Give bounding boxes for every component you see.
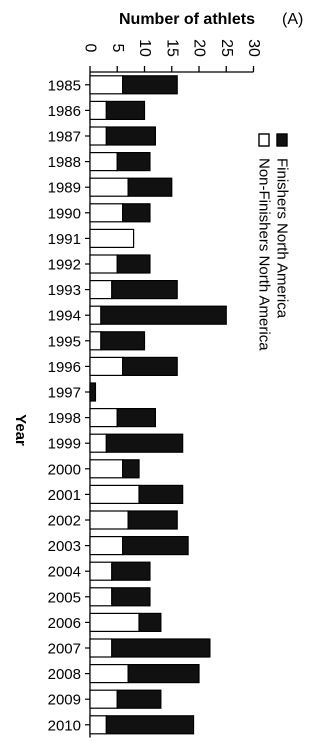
bar-finishers	[127, 663, 200, 684]
legend-label: Finishers North America	[274, 158, 291, 319]
bar-non-finishers	[89, 100, 107, 121]
bar-finishers	[116, 152, 151, 172]
bar-non-finishers	[89, 203, 124, 223]
bar-finishers	[127, 510, 178, 530]
bar-non-finishers	[89, 177, 129, 197]
x-tick-label: 0	[82, 44, 99, 53]
bar-non-finishers	[89, 715, 107, 735]
bar-finishers	[138, 484, 184, 504]
y-tick-label: 2001	[48, 487, 81, 504]
bar-non-finishers	[89, 254, 118, 274]
bar-non-finishers	[89, 356, 124, 376]
y-tick-label: 1988	[48, 154, 81, 171]
y-tick-label: 1995	[48, 333, 81, 350]
bar-non-finishers	[89, 126, 107, 146]
y-tick-label: 2003	[48, 538, 81, 555]
bar-finishers	[111, 638, 211, 658]
bar-finishers	[111, 587, 151, 607]
bar-non-finishers	[89, 484, 140, 504]
bar-non-finishers	[89, 280, 113, 300]
y-tick-label: 2010	[48, 717, 81, 734]
y-tick-label: 1992	[48, 257, 81, 274]
bar-non-finishers	[89, 331, 102, 351]
bar-non-finishers	[89, 612, 140, 633]
y-tick-label: 2005	[48, 589, 81, 606]
axes: 0 5 10 15 20 25 30 1985 1986 1987 1988 1989 1990 1991…	[48, 39, 262, 738]
y-tick-label: 1996	[48, 359, 81, 376]
y-tick-label: 2008	[48, 666, 81, 683]
bar-finishers	[100, 331, 146, 351]
bar-finishers	[122, 356, 178, 376]
y-tick-label: 1991	[48, 231, 81, 248]
bar-non-finishers	[89, 638, 113, 658]
bar-finishers	[105, 126, 156, 146]
legend-swatch	[276, 133, 288, 147]
legend-swatch	[258, 133, 270, 147]
panel-label: (A)	[282, 11, 303, 28]
bar-finishers	[116, 689, 162, 709]
y-tick-label: 2007	[48, 641, 81, 658]
x-tick-label: 5	[109, 44, 126, 53]
y-tick-label: 2004	[48, 564, 81, 581]
y-tick-label: 1987	[48, 129, 81, 146]
x-tick-label: 30	[245, 39, 262, 57]
bar-non-finishers	[89, 561, 113, 581]
bar-finishers	[122, 75, 178, 95]
legend-label: Non-Finishers North America	[256, 158, 273, 351]
x-tick-label: 25	[218, 39, 235, 57]
bar-finishers	[138, 612, 162, 633]
y-tick-label: 1994	[48, 308, 81, 325]
bar-non-finishers	[89, 408, 118, 428]
y-tick-label: 1999	[48, 436, 81, 453]
bars	[89, 75, 227, 735]
bar-non-finishers	[89, 587, 113, 607]
x-tick-label: 20	[191, 39, 208, 57]
x-tick-label: 10	[136, 39, 153, 57]
bar-non-finishers	[89, 305, 102, 325]
bar-non-finishers	[89, 535, 124, 556]
bar-non-finishers	[89, 663, 129, 684]
y-tick-label: 1990	[48, 205, 81, 222]
bar-non-finishers	[89, 689, 118, 709]
bar-non-finishers	[89, 433, 107, 453]
bar-finishers	[122, 203, 151, 223]
bar-finishers	[89, 382, 97, 402]
y-tick-label: 2002	[48, 513, 81, 530]
y-tick-label: 1998	[48, 410, 81, 427]
bar-finishers	[116, 408, 157, 428]
y-axis-title: Year	[12, 414, 29, 446]
x-axis-title: Number of athlets	[119, 11, 255, 28]
y-tick-label: 1985	[48, 77, 81, 94]
bar-non-finishers	[89, 459, 124, 479]
bar-finishers	[111, 280, 178, 300]
bar-finishers	[105, 100, 146, 121]
bar-non-finishers	[89, 75, 124, 95]
y-tick-label: 1993	[48, 282, 81, 299]
bar-finishers	[122, 459, 140, 479]
y-tick-label: 2000	[48, 461, 81, 478]
y-tick-label: 2006	[48, 615, 81, 632]
bar-finishers	[122, 535, 189, 556]
y-tick-label: 1997	[48, 385, 81, 402]
bar-finishers	[111, 561, 151, 581]
y-tick-label: 2009	[48, 692, 81, 709]
bar-finishers	[100, 305, 227, 325]
y-tick-label: 1986	[48, 103, 81, 120]
bar-finishers	[116, 254, 151, 274]
x-tick-label: 15	[163, 39, 180, 57]
bar-finishers	[127, 177, 173, 197]
bar-finishers	[105, 433, 184, 453]
bar-finishers	[105, 715, 195, 735]
y-tick-label: 1989	[48, 180, 81, 197]
bar-non-finishers	[89, 510, 129, 530]
bar-non-finishers	[89, 228, 135, 248]
bar-non-finishers	[89, 152, 118, 172]
